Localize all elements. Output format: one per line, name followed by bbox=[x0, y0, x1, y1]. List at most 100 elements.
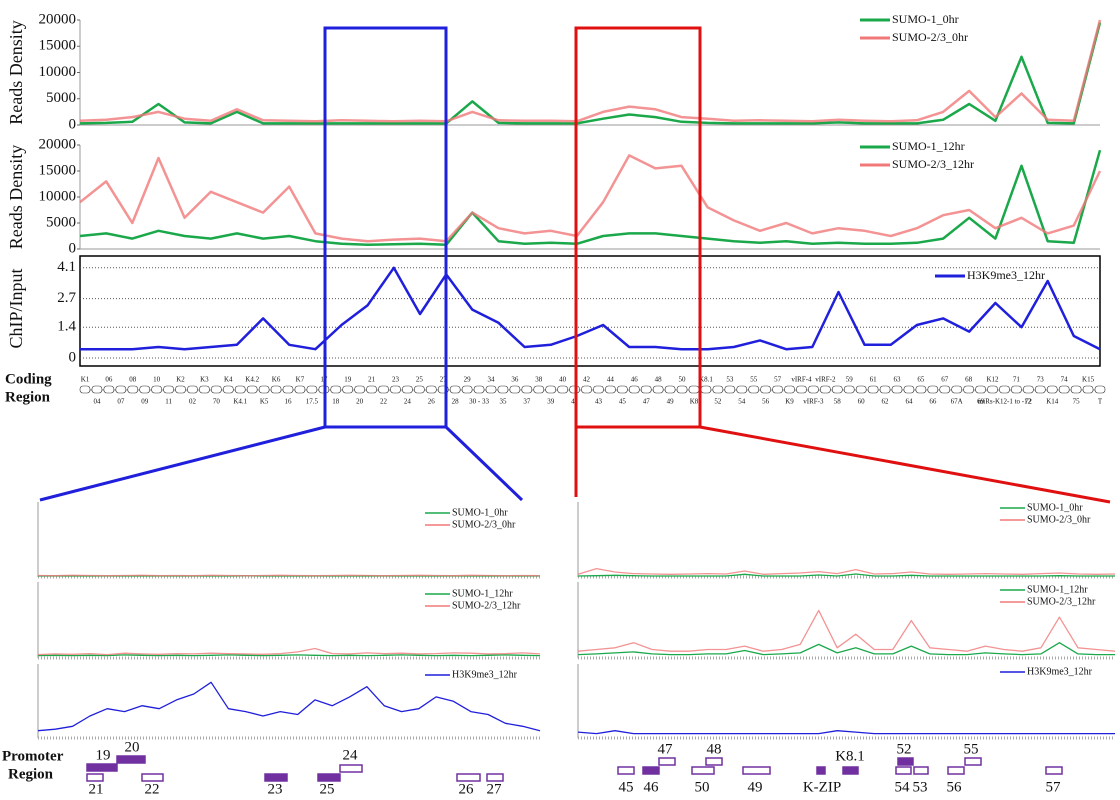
promoter-label: 49 bbox=[748, 779, 763, 795]
gene-box bbox=[664, 385, 676, 394]
zoom-line bbox=[39, 425, 326, 502]
promoter-box bbox=[895, 766, 912, 775]
gene-label: 18 bbox=[332, 398, 340, 406]
gene-box bbox=[378, 385, 389, 394]
y-tick-label: 5000 bbox=[46, 90, 76, 106]
gene-box bbox=[282, 385, 294, 394]
promoter-box bbox=[913, 766, 929, 775]
gene-box bbox=[831, 385, 843, 394]
gene-box bbox=[139, 385, 151, 394]
gene-label: 64 bbox=[905, 398, 913, 406]
legend-label: H3K9me3_12hr bbox=[967, 268, 1045, 282]
gene-box bbox=[581, 385, 592, 394]
gene-box bbox=[258, 385, 270, 394]
legend-label: H3K9me3_12hr bbox=[1027, 666, 1093, 677]
series-line bbox=[577, 609, 1116, 652]
gene-label: 50 bbox=[679, 376, 687, 384]
gene-box bbox=[1058, 385, 1070, 394]
gene-label: 58 bbox=[834, 398, 842, 406]
y-tick-label: 10000 bbox=[39, 188, 77, 204]
legend-label: SUMO-2/3_12hr bbox=[892, 157, 974, 171]
promoter-label: 27 bbox=[487, 781, 503, 797]
gene-label: 71 bbox=[1013, 376, 1021, 384]
gene-box bbox=[808, 385, 819, 394]
gene-label: vIRF-4 bbox=[791, 376, 812, 384]
gene-box bbox=[748, 385, 760, 394]
legend-label: SUMO-1_12hr bbox=[892, 139, 965, 153]
y-tick-label: 2.7 bbox=[57, 290, 76, 306]
promoter-box bbox=[486, 773, 504, 782]
y-axis-label: ChIP/Input bbox=[6, 268, 26, 348]
gene-box bbox=[354, 385, 365, 394]
gene-box bbox=[652, 385, 664, 394]
gene-label: 35 bbox=[499, 398, 507, 406]
y-tick-label: 4.1 bbox=[57, 259, 76, 275]
promoter-label: 22 bbox=[145, 781, 160, 797]
promoter-box bbox=[317, 773, 341, 782]
promoter-label: K-ZIP bbox=[803, 779, 841, 795]
promoter-label: 48 bbox=[707, 741, 722, 757]
coding-label: Coding bbox=[5, 371, 52, 387]
promoter-label: 25 bbox=[320, 781, 335, 797]
gene-box bbox=[127, 385, 139, 394]
y-tick-label: 10000 bbox=[39, 64, 77, 80]
promoter-box bbox=[86, 773, 104, 782]
gene-label: 21 bbox=[368, 376, 376, 384]
gene-label: 70 bbox=[213, 398, 221, 406]
gene-label: 74 bbox=[1061, 376, 1069, 384]
gene-box bbox=[330, 385, 342, 394]
series-line bbox=[37, 681, 541, 732]
plot-frame bbox=[79, 255, 1101, 367]
gene-label: 48 bbox=[655, 376, 663, 384]
gene-label: 25 bbox=[416, 376, 424, 384]
gene-label: 67A bbox=[951, 398, 963, 406]
promoter-label: 26 bbox=[459, 781, 475, 797]
gene-label: 46 bbox=[631, 376, 639, 384]
y-tick-label: 5000 bbox=[46, 214, 76, 230]
promoter-label: 50 bbox=[695, 779, 710, 795]
legend-label: SUMO-2/3_12hr bbox=[1027, 596, 1096, 607]
gene-box bbox=[294, 385, 306, 394]
legend-label: SUMO-1_0hr bbox=[1027, 502, 1083, 513]
gene-box bbox=[485, 385, 497, 394]
gene-box bbox=[963, 385, 974, 394]
y-tick-label: 20000 bbox=[39, 11, 77, 27]
series-line bbox=[577, 567, 1116, 575]
promoter-box bbox=[705, 757, 723, 766]
legend-label: SUMO-1_12hr bbox=[452, 588, 513, 599]
gene-box bbox=[402, 385, 413, 394]
gene-label: 30 - 33 bbox=[469, 398, 489, 406]
gene-label: 56 bbox=[762, 398, 770, 406]
y-tick-label: 0 bbox=[69, 240, 77, 256]
gene-label: 37 bbox=[523, 398, 531, 406]
gene-label: 02 bbox=[189, 398, 197, 406]
gene-label: 07 bbox=[117, 398, 125, 406]
promoter-label: K8.1 bbox=[835, 748, 865, 764]
gene-label: K1 bbox=[81, 376, 90, 384]
gene-label: K9 bbox=[785, 398, 794, 406]
gene-box bbox=[187, 385, 198, 394]
y-tick-label: 20000 bbox=[39, 136, 77, 152]
gene-box bbox=[1046, 385, 1058, 394]
gene-label: K12 bbox=[986, 376, 999, 384]
promoter-box bbox=[842, 766, 859, 775]
promoter-box bbox=[1045, 766, 1063, 775]
legend-label: SUMO-2/3_0hr bbox=[452, 519, 516, 530]
zoom-line bbox=[444, 425, 524, 502]
gene-box bbox=[855, 385, 867, 394]
gene-label: 73 bbox=[1037, 376, 1045, 384]
gene-label: 49 bbox=[667, 398, 675, 406]
gene-label: 06 bbox=[105, 376, 113, 384]
gene-label: 09 bbox=[141, 398, 149, 406]
promoter-label: 56 bbox=[947, 779, 963, 795]
gene-box bbox=[79, 385, 91, 394]
promoter-label: 19 bbox=[96, 747, 111, 763]
gene-box bbox=[342, 385, 354, 394]
gene-box bbox=[1070, 385, 1082, 394]
series-line bbox=[79, 154, 1102, 243]
promoter-label: Region bbox=[8, 766, 54, 782]
gene-label: K4 bbox=[224, 376, 233, 384]
promoter-label: 55 bbox=[964, 741, 979, 757]
gene-box bbox=[760, 385, 771, 394]
